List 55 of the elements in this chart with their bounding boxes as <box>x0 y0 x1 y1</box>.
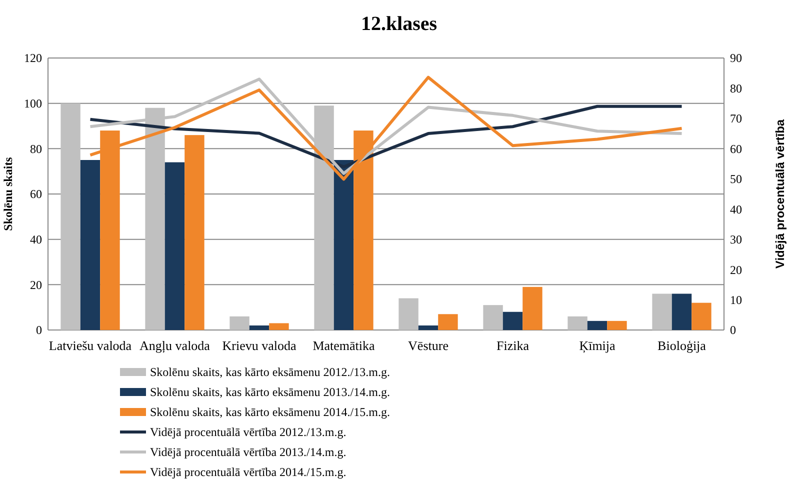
bar <box>184 135 204 330</box>
bar <box>269 323 289 330</box>
y-tick-label: 60 <box>30 187 42 202</box>
bar <box>522 286 542 330</box>
y2-tick-label: 50 <box>730 172 742 186</box>
y-axis-title: Skolēnu skaits <box>1 156 15 231</box>
bar <box>568 316 588 330</box>
bar <box>249 325 270 330</box>
x-tick-label: Vēsture <box>408 338 449 353</box>
y2-tick-label: 30 <box>730 232 742 247</box>
bar <box>334 160 354 330</box>
bar <box>502 312 523 330</box>
y-tick-label: 0 <box>36 323 42 338</box>
chart-title: 12.klases <box>360 13 438 35</box>
bar <box>652 294 672 330</box>
bar <box>587 320 608 330</box>
legend-label: Skolēnu skaits, kas kārto eksāmenu 2013./14.m.g. <box>150 385 390 400</box>
bar <box>164 162 185 330</box>
legend-label: Vidējā procentuālā vērtība 2013./14.m.g. <box>150 445 346 460</box>
legend-label: Skolēnu skaits, kas kārto eksāmenu 2012./13.m.g. <box>150 365 390 380</box>
y-tick-label: 40 <box>30 232 42 247</box>
y-tick-label: 80 <box>30 142 42 156</box>
bar <box>398 298 418 330</box>
legend-label: Skolēnu skaits, kas kārto eksāmenu 2014./15.m.g. <box>150 405 390 420</box>
y-tick-label: 100 <box>24 96 42 111</box>
legend-label: Vidējā procentuālā vērtība 2012./13.m.g. <box>150 425 346 440</box>
x-tick-label: Krievu valoda <box>222 338 296 353</box>
y2-tick-label: 0 <box>730 323 736 338</box>
bar <box>438 314 458 330</box>
x-tick-label: Matemātika <box>312 338 376 353</box>
y2-tick-label: 40 <box>730 202 742 216</box>
bar <box>230 316 250 330</box>
line-series <box>88 104 684 168</box>
bar <box>672 294 692 330</box>
x-tick-label: Latviešu valoda <box>48 338 132 353</box>
bar <box>692 302 712 330</box>
y2-tick-label: 90 <box>730 51 742 66</box>
y2-tick-label: 70 <box>730 112 742 126</box>
bar <box>80 160 100 330</box>
x-tick-label: Bioloģija <box>658 338 706 353</box>
bar <box>60 103 80 330</box>
bar <box>607 320 627 330</box>
legend-label: Vidējā procentuālā vērtība 2014./15.m.g. <box>150 465 346 480</box>
y-tick-label: 20 <box>30 278 42 292</box>
y2-tick-label: 20 <box>730 262 742 277</box>
x-tick-label: Angļu valoda <box>140 338 210 353</box>
bar <box>483 305 503 330</box>
y2-axis-title: Vidējā procentuālā vērtība <box>773 119 787 269</box>
x-tick-label: Fizika <box>496 338 530 353</box>
y2-tick-label: 80 <box>730 81 742 96</box>
x-tick-label: Ķīmija <box>579 338 616 353</box>
y2-tick-label: 60 <box>730 142 742 156</box>
bar <box>418 325 438 330</box>
y2-tick-label: 10 <box>730 292 742 307</box>
y-tick-label: 120 <box>24 51 42 66</box>
